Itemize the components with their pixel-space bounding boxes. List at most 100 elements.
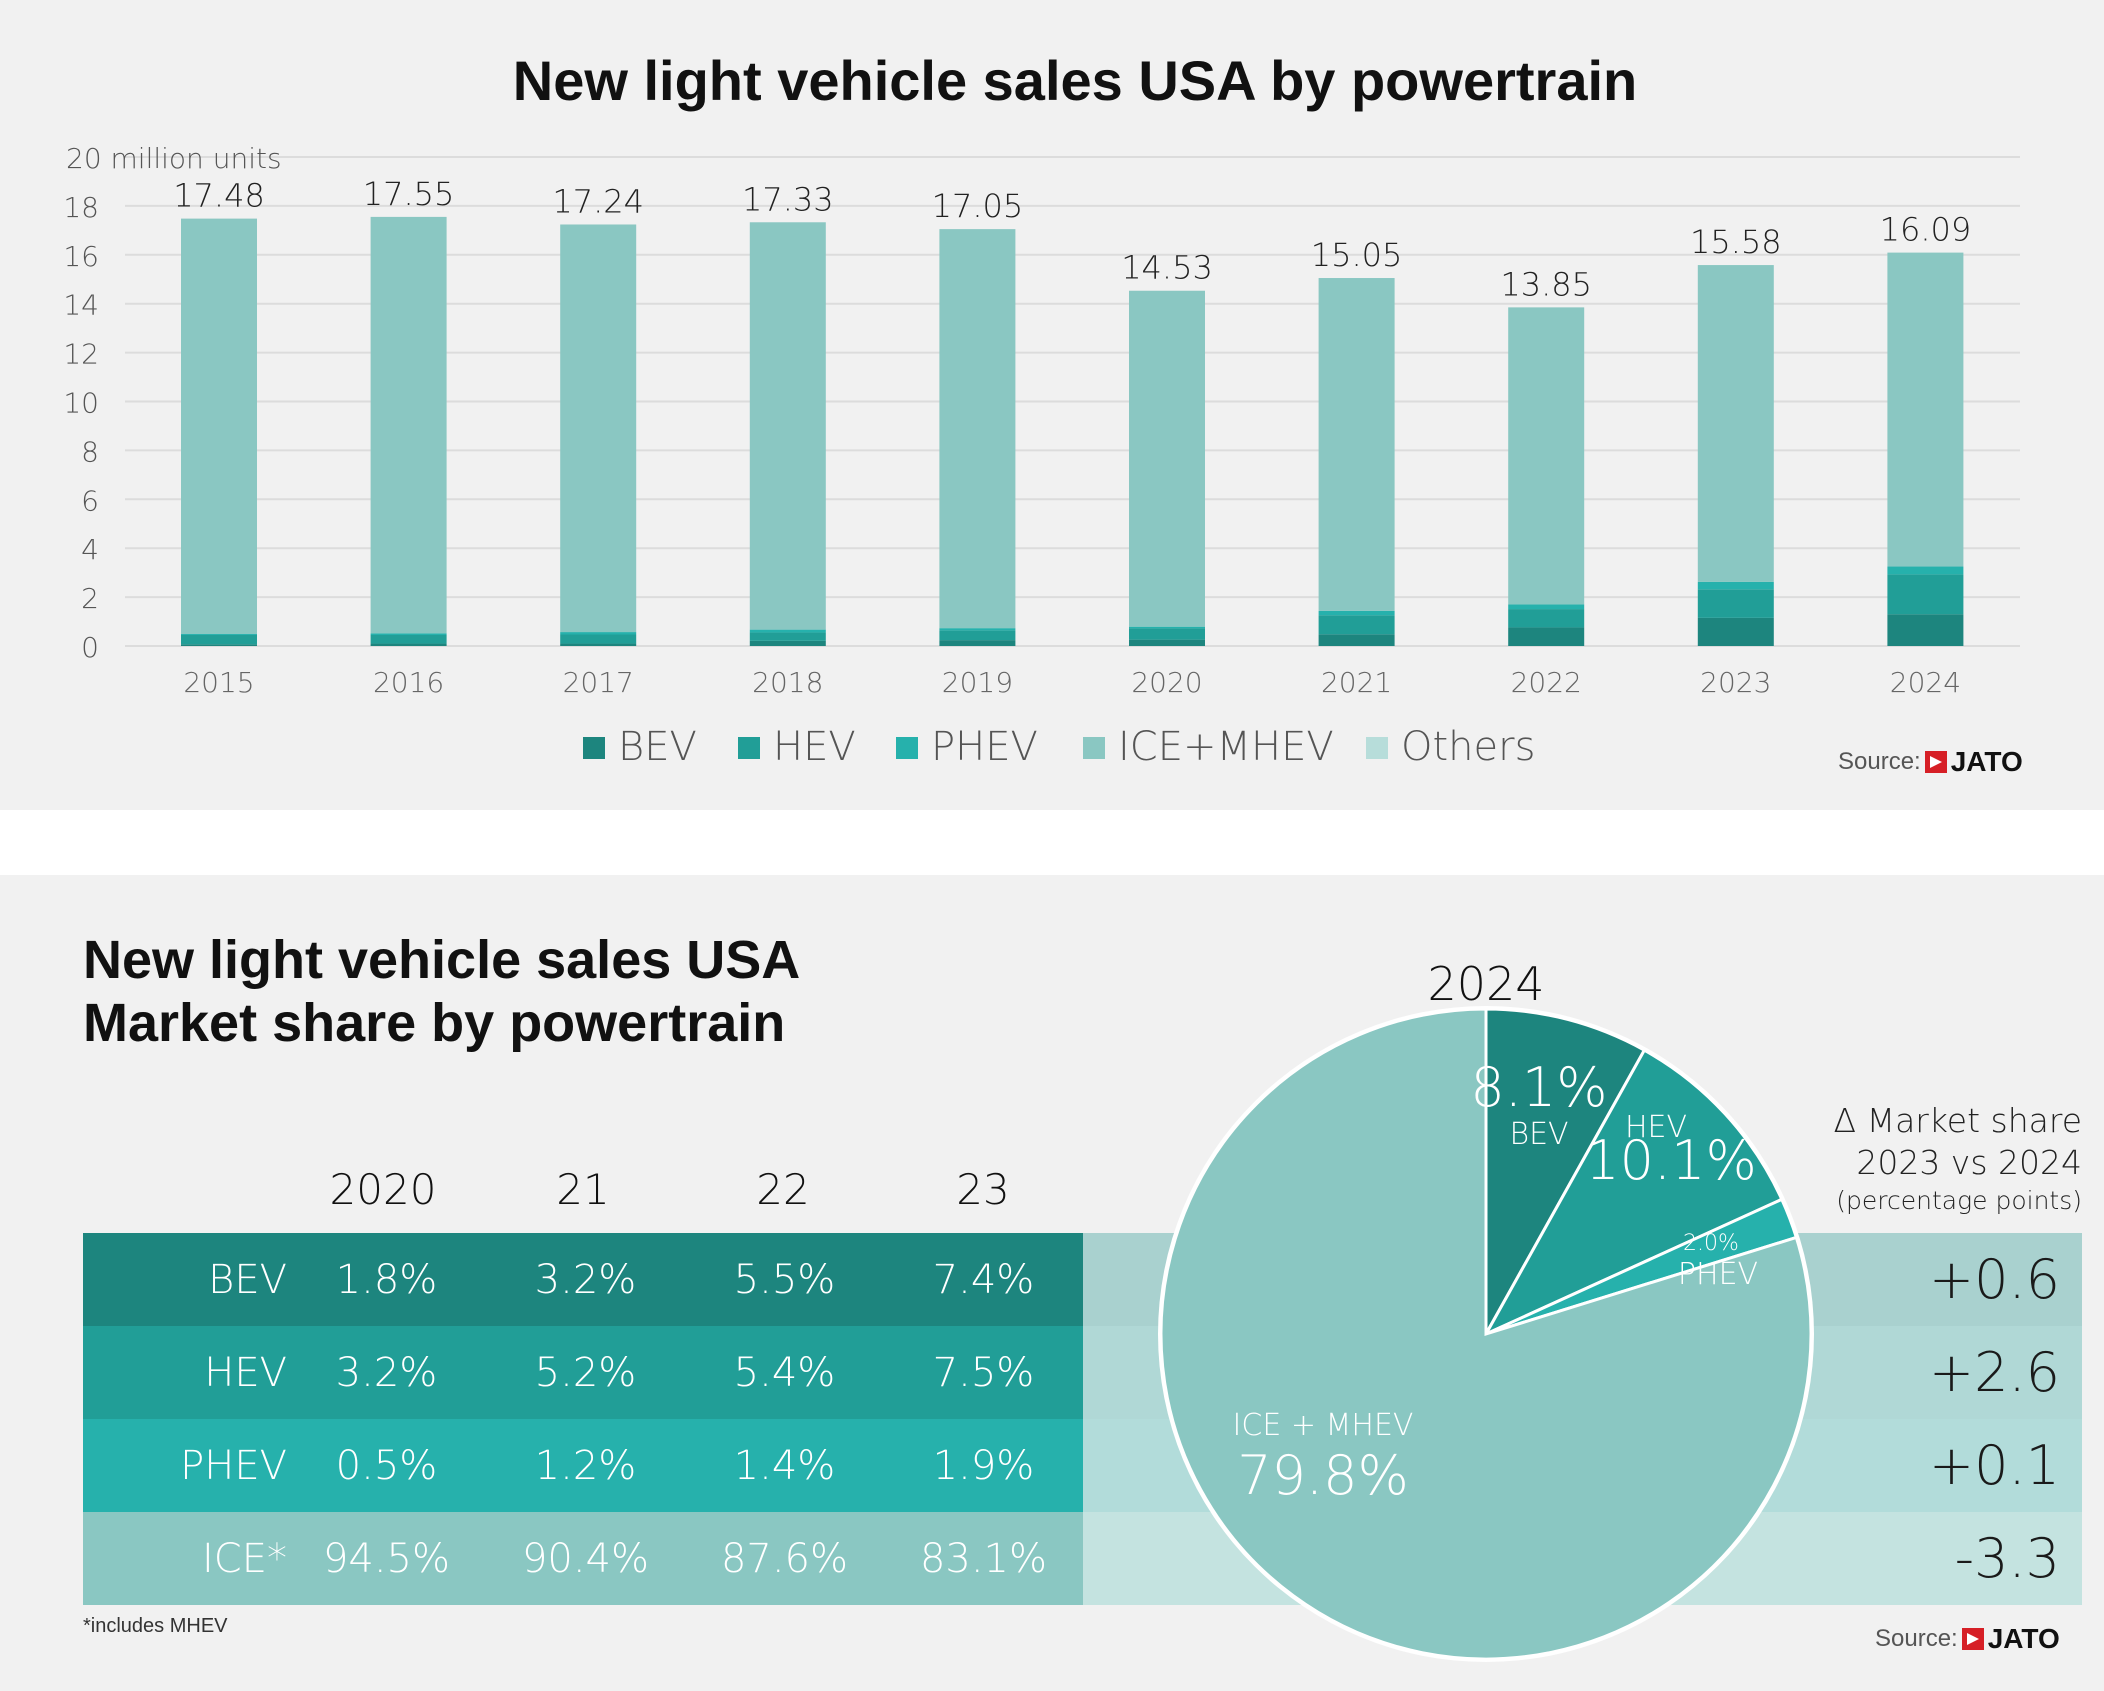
- bar-segment-ice-mhev: [1887, 252, 1964, 567]
- market-share-panel: New light vehicle sales USA Market share…: [0, 875, 2104, 1691]
- y-tick-label: 14: [63, 289, 99, 322]
- bar-chart-panel: New light vehicle sales USA by powertrai…: [0, 0, 2104, 810]
- legend-label: Others: [1401, 724, 1535, 770]
- bar-segment-ice-mhev: [1318, 278, 1395, 611]
- bar-segment-hev: [1887, 574, 1964, 615]
- footnote: *includes MHEV: [83, 1615, 228, 1637]
- y-tick-label: 12: [63, 338, 99, 371]
- source-brand: JATO: [1950, 746, 2023, 777]
- bar-segment-hev: [181, 634, 257, 645]
- x-tick-label: 2018: [752, 666, 823, 699]
- table-row-bev: BEV 1.8% 3.2% 5.5% 7.4% +0.6: [83, 1233, 2082, 1326]
- source-credit: Source: JATO: [1838, 746, 2023, 778]
- cell: 94.5%: [322, 1535, 451, 1582]
- source-label: Source:: [1875, 1625, 1958, 1652]
- total-label: 17.48: [173, 177, 265, 215]
- bar-segment-bev: [749, 640, 826, 646]
- x-tick-label: 2016: [373, 666, 444, 699]
- bar-segment-phev: [181, 634, 257, 635]
- row-values: PHEV 0.5% 1.2% 1.4% 1.9%: [83, 1419, 1083, 1512]
- legend-swatch: [1366, 737, 1388, 759]
- pie-value-label: 8.1%: [1470, 1056, 1607, 1119]
- cell: 5.2%: [534, 1349, 637, 1396]
- delta-value: +0.1: [1083, 1419, 2082, 1512]
- x-tick-label: 2015: [183, 666, 254, 699]
- jato-logo-icon: [1961, 1628, 1984, 1650]
- total-label: 17.24: [552, 182, 644, 220]
- total-label: 15.05: [1311, 236, 1403, 274]
- bar-segment-ice-mhev: [370, 216, 447, 634]
- cell: 1.8%: [335, 1256, 438, 1303]
- table-row-ice: ICE* 94.5% 90.4% 87.6% 83.1% -3.3: [83, 1512, 2082, 1605]
- cell: 5.4%: [733, 1349, 836, 1396]
- bar-segment-phev: [560, 632, 637, 635]
- y-tick-label: 20 million units: [66, 142, 282, 175]
- total-label: 16.09: [1880, 211, 1972, 249]
- total-label: 17.05: [932, 187, 1024, 225]
- row-values: ICE* 94.5% 90.4% 87.6% 83.1%: [83, 1512, 1083, 1605]
- bar-segment-hev: [1318, 615, 1395, 635]
- bar-segment-phev: [939, 628, 1016, 631]
- table-row-hev: HEV 3.2% 5.2% 5.4% 7.5% +2.6: [83, 1326, 2082, 1419]
- total-label: 15.58: [1690, 223, 1782, 261]
- pie-name-label: HEV: [1625, 1110, 1687, 1145]
- y-tick-label: 18: [63, 191, 99, 224]
- x-tick-label: 2022: [1511, 666, 1582, 699]
- cell: 1.9%: [932, 1442, 1035, 1489]
- source-label: Source:: [1838, 748, 1921, 775]
- y-tick-label: 4: [81, 533, 99, 566]
- bar-segment-hev: [1129, 628, 1205, 640]
- bar-segment-hev: [370, 634, 447, 644]
- source-credit-bottom: Source: JATO: [1875, 1623, 2060, 1655]
- bar-segment-phev: [1129, 626, 1205, 629]
- delta-header-line2: 2023 vs 2024: [1856, 1143, 2082, 1182]
- cell: 1.2%: [534, 1442, 637, 1489]
- y-tick-label: 8: [81, 435, 99, 468]
- delta-value: +0.6: [1083, 1233, 2082, 1326]
- legend-swatch: [738, 737, 760, 759]
- y-tick-label: 0: [81, 631, 99, 664]
- delta-header: Δ Market share 2023 vs 2024 (percentage …: [1834, 1100, 2082, 1218]
- row-label: HEV: [204, 1349, 287, 1396]
- total-label: 13.85: [1500, 265, 1592, 303]
- x-tick-label: 2023: [1700, 666, 1771, 699]
- cell: 7.4%: [932, 1256, 1035, 1303]
- bar-segment-phev: [370, 633, 447, 635]
- bar-segment-ice-mhev: [181, 218, 257, 635]
- bar-segment-phev: [1697, 581, 1774, 590]
- bar-segment-hev: [749, 632, 826, 641]
- market-share-table: BEV 1.8% 3.2% 5.5% 7.4% +0.6 HEV 3.2% 5.…: [83, 1233, 2082, 1605]
- market-share-title-line2: Market share by powertrain: [83, 993, 785, 1053]
- legend-label: HEV: [773, 724, 856, 770]
- cell: 7.5%: [932, 1349, 1035, 1396]
- source-brand: JATO: [1987, 1623, 2060, 1654]
- table-header-2020: 2020: [329, 1165, 437, 1214]
- bar-segment-hev: [1697, 589, 1774, 618]
- cell: 3.2%: [335, 1349, 438, 1396]
- bar-segment-hev: [560, 634, 637, 644]
- cell: 3.2%: [534, 1256, 637, 1303]
- bar-segment-bev: [1887, 614, 1964, 646]
- legend-swatch: [896, 737, 918, 759]
- bar-segment-bev: [939, 640, 1016, 646]
- legend-swatch: [1083, 737, 1105, 759]
- table-header-2021: 21: [556, 1165, 610, 1214]
- x-tick-label: 2017: [563, 666, 634, 699]
- y-tick-label: 2: [81, 582, 99, 615]
- pie-value-label: 10.1%: [1585, 1129, 1757, 1192]
- table-header-2022: 22: [756, 1165, 810, 1214]
- bar-segment-ice-mhev: [560, 224, 637, 633]
- cell: 87.6%: [720, 1535, 849, 1582]
- delta-header-line3: (percentage points): [1836, 1186, 2082, 1215]
- x-tick-label: 2019: [942, 666, 1013, 699]
- total-label: 17.33: [742, 180, 834, 218]
- jato-logo-icon: [1924, 751, 1947, 773]
- x-tick-label: 2024: [1890, 666, 1961, 699]
- bar-segment-ice-mhev: [1508, 307, 1585, 605]
- legend-label: PHEV: [931, 724, 1038, 770]
- row-label: BEV: [208, 1256, 287, 1303]
- table-header-2023: 23: [956, 1165, 1010, 1214]
- delta-value: -3.3: [1083, 1512, 2082, 1605]
- delta-header-line1: Δ Market share: [1833, 1101, 2082, 1140]
- bar-segment-ice-mhev: [939, 229, 1016, 629]
